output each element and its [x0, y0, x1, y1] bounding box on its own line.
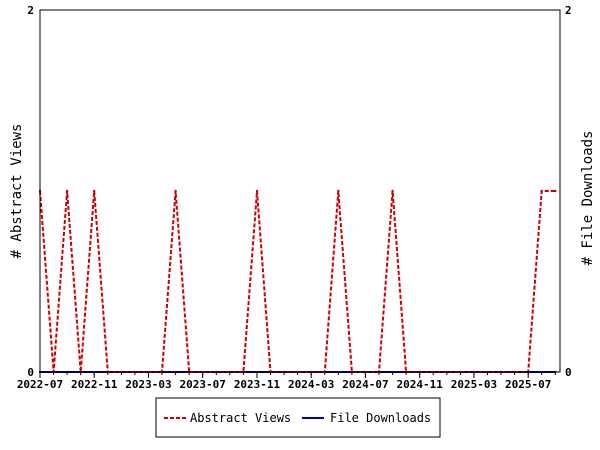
left-y-tick-max: 2	[27, 4, 34, 17]
data-point-abstract-views	[540, 189, 543, 193]
x-tick-label: 2024-11	[397, 378, 444, 391]
data-point-abstract-views	[337, 189, 340, 193]
right-axis-title: # File Downloads	[580, 131, 596, 266]
series-line-abstract-views	[39, 190, 556, 373]
left-axis-title: # Abstract Views	[9, 124, 25, 259]
data-point-abstract-views	[554, 189, 557, 193]
legend-label-abstract-views: Abstract Views	[190, 411, 291, 425]
plot-layer	[38, 189, 557, 374]
x-tick-label: 2022-07	[17, 378, 63, 391]
x-tick-label: 2023-07	[180, 378, 226, 391]
data-point-abstract-views	[65, 189, 69, 193]
x-tick-label: 2023-03	[125, 378, 171, 391]
x-tick-label: 2024-03	[288, 378, 334, 391]
x-tick-label: 2025-07	[505, 378, 551, 391]
data-point-abstract-views	[255, 189, 259, 193]
x-tick-label: 2023-11	[234, 378, 281, 391]
legend: Abstract Views File Downloads	[155, 397, 441, 438]
data-point-abstract-views	[93, 189, 96, 193]
data-point-abstract-views	[174, 189, 177, 193]
x-ticks: 2022-07 2022-11 2023-03 2023-07 2023-11 2024-…	[17, 372, 556, 391]
plot-area-frame	[39, 9, 561, 373]
x-tick-label: 2025-03	[451, 378, 497, 391]
left-y-tick-min: 0	[27, 366, 34, 379]
legend-box	[155, 397, 441, 438]
x-tick-label: 2022-11	[71, 378, 118, 391]
legend-label-file-downloads: File Downloads	[330, 411, 431, 425]
x-tick-label: 2024-07	[342, 378, 388, 391]
right-y-tick-min: 0	[565, 366, 572, 379]
data-point-abstract-views	[391, 189, 394, 193]
right-y-tick-max: 2	[565, 4, 572, 17]
